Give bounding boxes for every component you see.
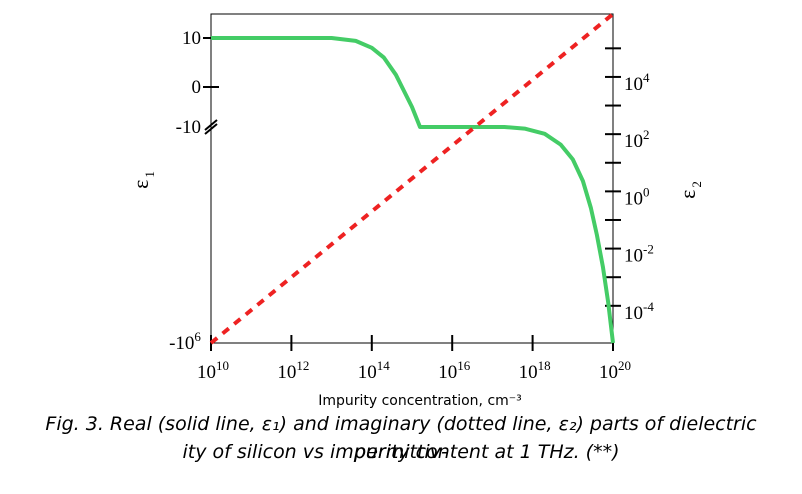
y-right-tick-label: 102 [624, 127, 650, 152]
x-tick-label: 1012 [277, 358, 309, 383]
x-tick-label: 1010 [197, 358, 229, 383]
y-left-tick-label: -10 [176, 117, 201, 138]
plot-area [210, 13, 614, 344]
y-right-title: ε2 [675, 181, 704, 199]
right-axis: 104 102 100 10-2 10-4 [605, 47, 654, 324]
x-tick-label: 1016 [438, 358, 471, 383]
figure-caption-line-1: Fig. 3. Real (solid line, ε₁) and imagin… [45, 413, 757, 463]
x-tick-label: 1014 [358, 358, 391, 383]
x-tick-label: 1018 [519, 358, 551, 383]
series-line-epsilon2 [209, 12, 615, 345]
series-layer [209, 12, 615, 345]
x-axis-title: Impurity concentration, cm⁻³ [318, 393, 522, 409]
figure-caption-line-2: ity of silicon vs impurity content at 1 … [182, 441, 620, 463]
x-tick-label: 1020 [599, 358, 631, 383]
y-left-tick-label: 10 [182, 28, 201, 49]
series-line-epsilon1 [211, 36, 615, 344]
left-axis: 10 0 -10 -106 [169, 28, 219, 354]
y-right-tick-label: 104 [624, 70, 650, 95]
y-right-tick-label: 10-2 [624, 242, 654, 267]
y-left-tick-label: -106 [169, 329, 201, 354]
plot-frame [210, 13, 614, 344]
y-left-title: ε1 [128, 171, 157, 189]
y-right-tick-label: 10-4 [624, 299, 654, 324]
y-right-tick-label: 100 [624, 184, 650, 209]
bottom-axis: 1010 1012 1014 1016 1018 1020 [197, 335, 631, 383]
axis-break-marker [204, 119, 218, 135]
y-left-tick-label: 0 [192, 77, 202, 98]
